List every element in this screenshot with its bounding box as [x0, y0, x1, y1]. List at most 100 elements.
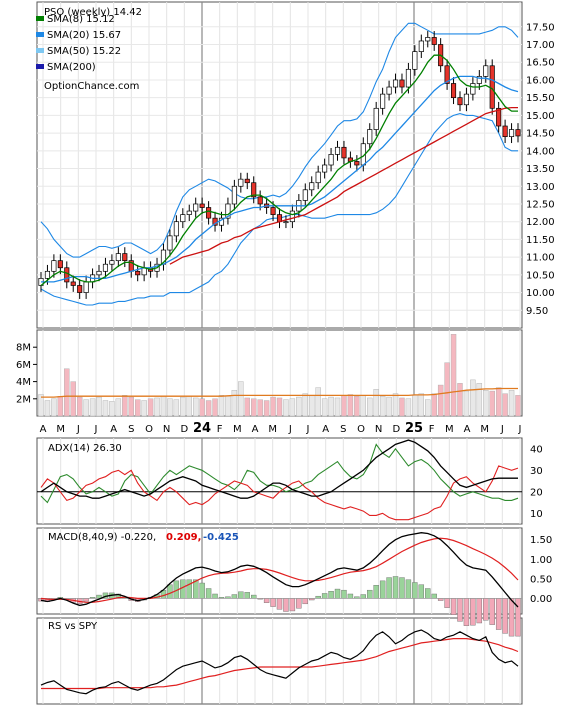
macd-histogram-bar: [457, 598, 463, 622]
month-tick-label: J: [94, 424, 98, 435]
candle-body: [206, 207, 212, 219]
candle-body: [373, 107, 379, 130]
candle-body: [64, 267, 70, 283]
volume-bar: [180, 396, 186, 417]
macd-histogram-bar: [289, 598, 296, 612]
volume-bar: [257, 399, 263, 417]
macd-histogram-bar: [515, 598, 521, 637]
month-tick-label: M: [445, 424, 454, 435]
candle-body: [476, 76, 482, 84]
month-tick-label: F: [429, 424, 435, 435]
price-tick-label: 14.00: [526, 146, 555, 157]
volume-bar: [160, 396, 167, 417]
volume-bar: [263, 400, 270, 417]
macd-histogram-bar: [244, 592, 250, 599]
candle-body: [57, 260, 63, 269]
minus-di-line: [40, 465, 519, 521]
rs-label: RS vs SPY: [48, 621, 98, 632]
month-tick-label: J: [288, 424, 292, 435]
volume-bar: [347, 394, 354, 417]
adx-line: [40, 439, 518, 499]
volume-bar: [334, 397, 341, 417]
volume-bar: [225, 396, 231, 417]
volume-bar: [502, 393, 508, 417]
price-tick-label: 12.50: [526, 199, 555, 210]
candle-body: [386, 86, 392, 95]
macd-histogram-bar: [238, 591, 244, 599]
macd-histogram-bar: [495, 598, 502, 630]
macd-histogram-bar: [412, 582, 418, 599]
volume-bar: [418, 393, 425, 417]
macd-histogram-bar: [321, 593, 328, 599]
volume-bar: [476, 383, 483, 417]
adx-tick-label: 40: [530, 444, 543, 455]
macd-histogram-bar: [463, 598, 470, 626]
volume-bar: [44, 400, 51, 417]
volume-tick-label: 8M: [16, 343, 31, 354]
candle-body: [199, 203, 205, 208]
month-tick-label: 25: [405, 421, 423, 436]
volume-bar: [154, 397, 160, 417]
macd-histogram-bar: [302, 598, 308, 605]
volume-bar: [289, 398, 296, 417]
macd-histogram-bar: [399, 577, 405, 599]
macd-tick-label: 0.50: [530, 574, 552, 585]
month-tick-label: F: [217, 424, 223, 435]
adx-tick-label: 20: [530, 487, 543, 498]
volume-bar: [109, 401, 115, 417]
macd-signal-line: [40, 537, 519, 603]
price-tick-label: 10.00: [526, 288, 555, 299]
month-tick-label: N: [163, 424, 170, 435]
brand-label: OptionChance.com: [44, 81, 139, 92]
macd-histogram-bar: [167, 584, 173, 599]
volume-tick-label: 2M: [16, 394, 31, 405]
macd-histogram-bar: [270, 598, 276, 607]
macd-histogram-bar: [360, 594, 366, 599]
volume-bar: [83, 399, 89, 417]
volume-bar: [373, 389, 379, 417]
macd-histogram-bar: [450, 598, 457, 615]
volume-bar: [296, 396, 302, 417]
price-tick-label: 14.50: [526, 129, 555, 140]
candle-body: [122, 253, 128, 262]
legend-swatch: [36, 16, 44, 21]
candle-body: [102, 263, 109, 272]
month-tick-label: M: [56, 424, 65, 435]
volume-bar: [244, 397, 250, 417]
panel-frame-3: [36, 527, 523, 615]
macd-histogram-bar: [425, 588, 431, 599]
candle-body: [399, 79, 405, 88]
macd-hist-value: -0.425: [203, 532, 239, 543]
candle-body: [289, 210, 295, 223]
candle-body: [109, 260, 115, 265]
candle-body: [180, 214, 186, 223]
sma8-line: [40, 54, 518, 287]
volume-bar: [405, 398, 412, 417]
candle-body: [354, 161, 360, 166]
candle-body: [322, 164, 328, 173]
candle-body: [489, 65, 495, 109]
candle-body: [328, 154, 334, 166]
bollinger-upper-line: [40, 22, 519, 258]
candle-body: [257, 196, 263, 205]
candle-body: [167, 235, 173, 251]
candle-body: [225, 203, 231, 219]
volume-bar: [425, 399, 431, 417]
month-tick-label: O: [357, 424, 365, 435]
month-tick-label: D: [180, 424, 188, 435]
volume-bar: [457, 383, 463, 417]
panel-frame-4: [36, 617, 523, 705]
month-tick-label: J: [500, 424, 504, 435]
volume-bar: [57, 396, 64, 417]
candle-body: [135, 270, 141, 276]
plus-di-line: [40, 443, 519, 504]
macd-histogram-bar: [251, 594, 257, 599]
price-tick-label: 13.50: [526, 164, 555, 175]
volume-bar: [141, 400, 147, 417]
legend-swatch: [36, 48, 44, 53]
volume-bar: [302, 393, 308, 417]
macd-histogram-bar: [276, 598, 283, 610]
macd-histogram-bar: [205, 588, 212, 599]
volume-bar: [128, 396, 134, 417]
